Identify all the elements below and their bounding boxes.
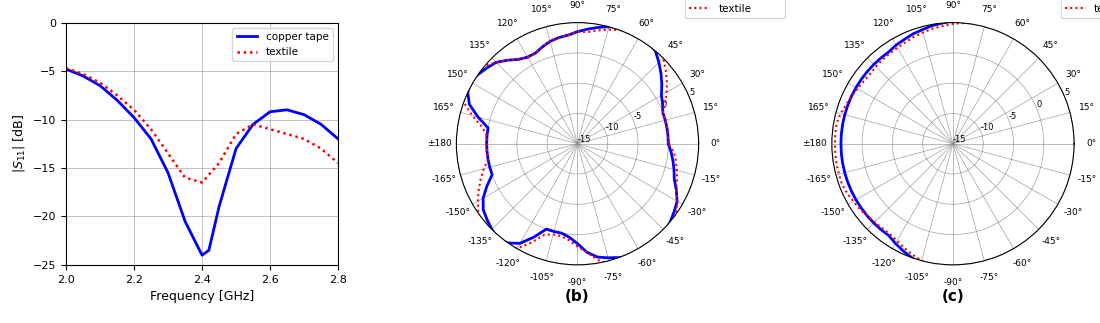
copper tape <box>297 113 310 117</box>
textile <box>196 181 209 184</box>
Text: (b): (b) <box>565 289 590 304</box>
Legend: copper tape, textile: copper tape, textile <box>685 0 785 18</box>
copper tape <box>315 122 328 126</box>
copper tape <box>59 67 73 71</box>
textile <box>59 66 73 70</box>
textile <box>178 176 191 180</box>
copper tape <box>110 98 123 102</box>
textile <box>331 161 344 165</box>
Y-axis label: $|S_{11}|$ [dB]: $|S_{11}|$ [dB] <box>11 114 28 173</box>
X-axis label: Frequency [GHz]: Frequency [GHz] <box>150 290 254 303</box>
textile <box>315 147 328 151</box>
textile <box>230 132 243 136</box>
Legend: copper tape, textile: copper tape, textile <box>232 28 333 61</box>
textile <box>246 122 260 126</box>
textile <box>162 151 175 155</box>
copper tape <box>246 122 260 126</box>
textile <box>297 137 310 141</box>
textile <box>144 127 157 131</box>
copper tape <box>280 108 294 112</box>
textile <box>264 127 277 131</box>
copper tape <box>196 253 209 257</box>
Legend: copper tape, textile: copper tape, textile <box>1060 0 1100 18</box>
copper tape <box>178 219 191 223</box>
textile <box>128 108 141 112</box>
Text: (c): (c) <box>942 289 965 304</box>
copper tape <box>128 116 141 120</box>
copper tape <box>162 171 175 175</box>
copper tape <box>144 137 157 141</box>
textile <box>280 132 294 136</box>
copper tape <box>94 84 107 88</box>
textile <box>212 161 226 165</box>
copper tape <box>230 147 243 151</box>
copper tape <box>76 74 89 78</box>
copper tape <box>331 137 344 141</box>
copper tape <box>202 248 216 252</box>
textile <box>110 93 123 97</box>
Line: textile: textile <box>66 68 338 182</box>
Line: copper tape: copper tape <box>66 69 338 255</box>
textile <box>94 81 107 85</box>
copper tape <box>264 110 277 114</box>
copper tape <box>212 205 226 209</box>
textile <box>76 72 89 76</box>
